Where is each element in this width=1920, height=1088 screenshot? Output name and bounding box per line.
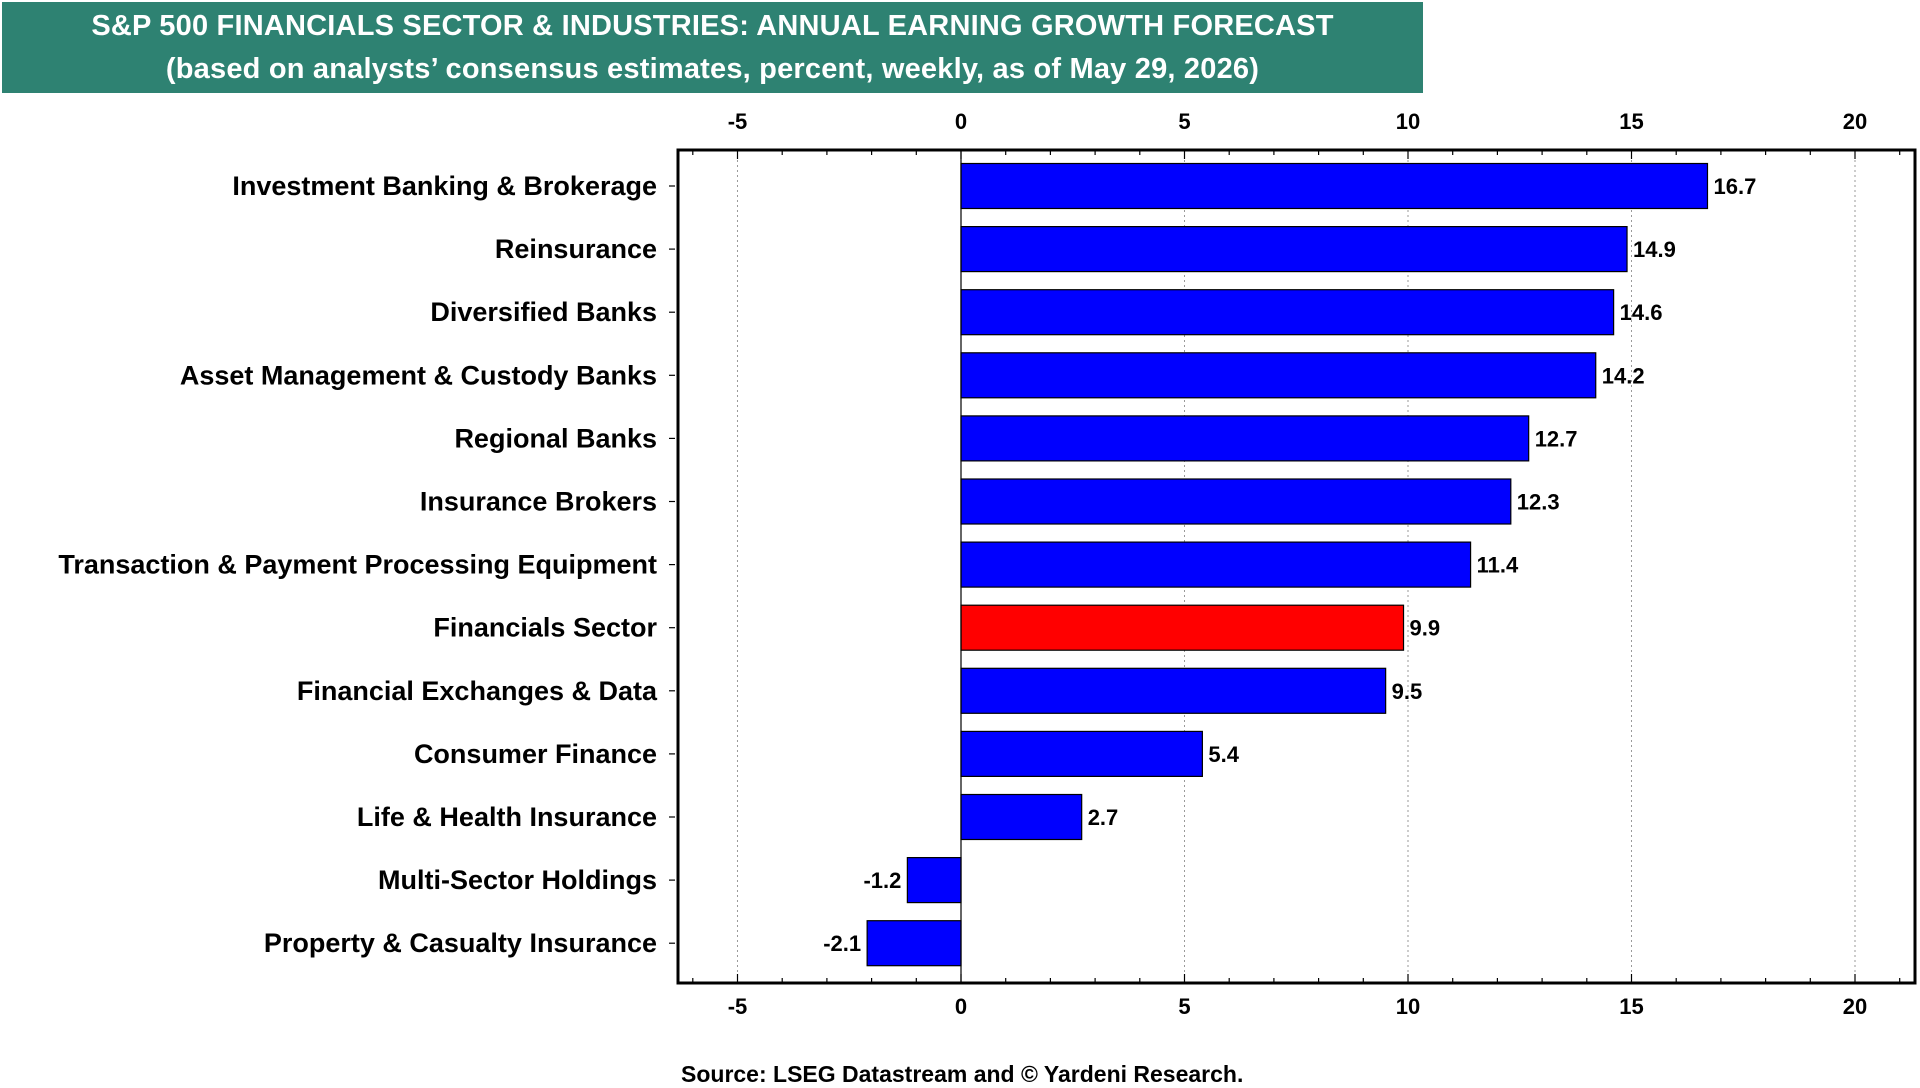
x-tick-label-bottom: 5 bbox=[1178, 994, 1190, 1019]
data-label: -2.1 bbox=[823, 931, 861, 956]
bar bbox=[960, 478, 1512, 525]
data-label: -1.2 bbox=[863, 868, 901, 893]
x-tick-label-top: 20 bbox=[1843, 109, 1867, 134]
data-label: 9.9 bbox=[1410, 616, 1441, 641]
bar bbox=[960, 541, 1472, 588]
x-tick-label-top: 0 bbox=[955, 109, 967, 134]
category-label: Financial Exchanges & Data bbox=[297, 676, 658, 706]
chart-title: S&P 500 FINANCIALS SECTOR & INDUSTRIES: … bbox=[91, 10, 1334, 42]
bar bbox=[906, 856, 962, 904]
x-tick-label-top: 10 bbox=[1396, 109, 1420, 134]
x-tick-label-bottom: 0 bbox=[955, 994, 967, 1019]
category-label: Asset Management & Custody Banks bbox=[180, 360, 657, 390]
bar bbox=[960, 604, 1405, 651]
chart-title-banner: S&P 500 FINANCIALS SECTOR & INDUSTRIES: … bbox=[2, 2, 1423, 93]
category-label: Insurance Brokers bbox=[420, 487, 657, 517]
category-label: Investment Banking & Brokerage bbox=[232, 171, 657, 201]
category-label: Diversified Banks bbox=[430, 297, 657, 327]
bar bbox=[960, 793, 1083, 841]
x-tick-label-bottom: 20 bbox=[1843, 994, 1867, 1019]
x-tick-label-top: 15 bbox=[1619, 109, 1643, 134]
data-label: 9.5 bbox=[1392, 679, 1423, 704]
labels: 16.7 Investment Banking & Brokerage 14.9 Re… bbox=[58, 109, 1867, 1019]
plot-frame bbox=[676, 148, 1917, 985]
x-tick-label-top: 5 bbox=[1178, 109, 1190, 134]
chart-subtitle: (based on analysts’ consensus estimates,… bbox=[165, 53, 1260, 85]
bar bbox=[960, 226, 1628, 273]
category-label: Regional Banks bbox=[454, 423, 657, 453]
x-tick-label-bottom: 15 bbox=[1619, 994, 1643, 1019]
bar bbox=[960, 415, 1530, 462]
bars bbox=[866, 162, 1709, 967]
bar bbox=[960, 352, 1597, 399]
category-label: Property & Casualty Insurance bbox=[264, 928, 657, 958]
category-label: Life & Health Insurance bbox=[357, 802, 657, 832]
data-label: 11.4 bbox=[1477, 553, 1519, 578]
category-label: Consumer Finance bbox=[414, 739, 657, 769]
x-tick-label-bottom: 10 bbox=[1396, 994, 1420, 1019]
source-note: Source: LSEG Datastream and © Yardeni Re… bbox=[681, 1061, 1244, 1087]
category-label: Financials Sector bbox=[433, 613, 657, 643]
data-label: 5.4 bbox=[1208, 742, 1239, 767]
data-label: 14.9 bbox=[1633, 237, 1676, 262]
data-label: 16.7 bbox=[1713, 174, 1756, 199]
bar bbox=[960, 289, 1615, 336]
category-label: Reinsurance bbox=[495, 234, 657, 264]
x-tick-label-bottom: -5 bbox=[728, 994, 748, 1019]
category-label: Multi-Sector Holdings bbox=[378, 865, 657, 895]
data-label: 14.2 bbox=[1602, 363, 1645, 388]
category-label: Transaction & Payment Processing Equipme… bbox=[58, 550, 657, 580]
bar bbox=[866, 920, 962, 967]
bar bbox=[960, 730, 1203, 778]
axes bbox=[669, 148, 1917, 985]
data-label: 14.6 bbox=[1620, 300, 1663, 325]
x-tick-label-top: -5 bbox=[728, 109, 748, 134]
data-label: 12.7 bbox=[1535, 426, 1578, 451]
bar bbox=[960, 667, 1387, 714]
data-label: 12.3 bbox=[1517, 490, 1560, 515]
bar bbox=[960, 162, 1709, 210]
data-label: 2.7 bbox=[1088, 805, 1119, 830]
